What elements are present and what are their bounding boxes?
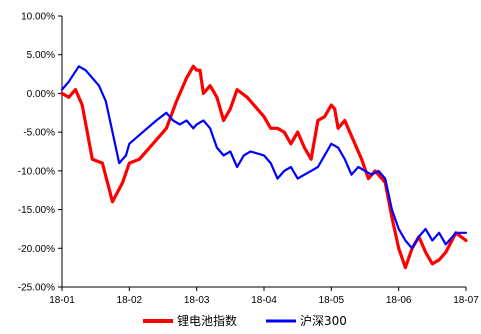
x-tick-label: 18-04 xyxy=(251,295,277,306)
y-tick-label: 5.00% xyxy=(27,50,55,61)
series-line-lithium-battery-index xyxy=(60,64,468,270)
series-line-csi-300 xyxy=(60,65,468,250)
legend-label: 锂电池指数 xyxy=(177,313,237,328)
y-tick-label: 10.00% xyxy=(21,12,55,23)
y-tick-label: -10.00% xyxy=(18,166,55,177)
y-tick-label: -15.00% xyxy=(18,205,55,216)
x-tick-label: 18-02 xyxy=(117,295,143,306)
y-tick-label: -25.00% xyxy=(18,283,55,294)
x-tick-label: 18-05 xyxy=(319,295,345,306)
series-lines xyxy=(60,64,468,270)
x-tick-label: 18-07 xyxy=(453,295,479,306)
legend-label: 沪深300 xyxy=(300,314,347,328)
x-tick-label: 18-01 xyxy=(49,295,75,306)
legend: 锂电池指数 沪深300 xyxy=(143,313,347,328)
y-tick-label: 0.00% xyxy=(27,89,55,100)
y-tick-label: -20.00% xyxy=(18,244,55,255)
y-tick-label: -5.00% xyxy=(23,128,55,139)
axes: 10.00% 5.00% 0.00% -5.00% -10.00% -15.00% -20.… xyxy=(18,12,479,307)
x-tick-label: 18-06 xyxy=(386,295,412,306)
x-tick-label: 18-03 xyxy=(184,295,210,306)
